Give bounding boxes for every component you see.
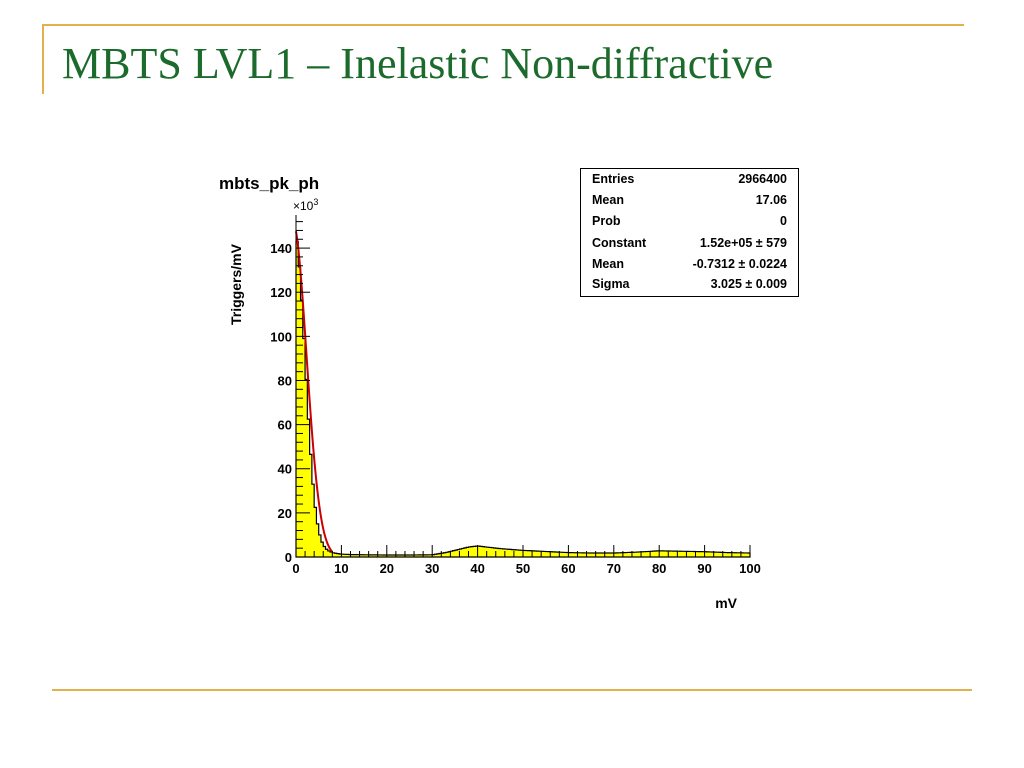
top-divider <box>42 24 964 26</box>
x-tick-label: 20 <box>380 561 394 576</box>
x-tick-label: 0 <box>292 561 299 576</box>
x-tick-label: 70 <box>607 561 621 576</box>
stats-value: 17.06 <box>755 193 787 207</box>
y-tick-label: 40 <box>278 462 292 477</box>
stats-value: 1.52e+05 ± 579 <box>699 236 787 250</box>
x-tick-label: 100 <box>739 561 761 576</box>
stats-row-prob: Prob 0 <box>592 214 787 232</box>
stats-key: Mean <box>592 193 624 207</box>
stats-key: Mean <box>592 257 624 271</box>
stats-value: 2966400 <box>738 172 787 186</box>
y-tick-label: 60 <box>278 418 292 433</box>
x-tick-label: 60 <box>561 561 575 576</box>
y-tick-label: 100 <box>270 329 292 344</box>
x-tick-label: 30 <box>425 561 439 576</box>
stats-key: Sigma <box>592 277 630 291</box>
x-tick-label: 90 <box>697 561 711 576</box>
stats-row-entries: Entries 2966400 <box>592 172 787 190</box>
y-tick-label: 140 <box>270 241 292 256</box>
y-multiplier-label: ×103 <box>293 197 318 213</box>
y-tick-label: 120 <box>270 285 292 300</box>
stats-key: Constant <box>592 236 647 250</box>
chart-title: mbts_pk_ph <box>219 174 319 193</box>
stats-value: -0.7312 ± 0.0224 <box>692 257 787 271</box>
stats-row-sigma: Sigma 3.025 ± 0.009 <box>592 277 787 295</box>
x-tick-label: 10 <box>334 561 348 576</box>
x-tick-label: 80 <box>652 561 666 576</box>
stats-key: Entries <box>592 172 635 186</box>
x-axis-label: mV <box>715 595 737 611</box>
stats-row-mean: Mean 17.06 <box>592 193 787 211</box>
gaussian-fit-line <box>295 231 334 553</box>
title-accent-bar <box>42 24 44 94</box>
y-tick-label: 20 <box>278 506 292 521</box>
y-tick-label: 80 <box>278 373 292 388</box>
stats-row-constant: Constant 1.52e+05 ± 579 <box>592 236 787 254</box>
y-tick-label: 0 <box>285 550 292 565</box>
x-tick-label: 50 <box>516 561 530 576</box>
slide-title: MBTS LVL1 – Inelastic Non-diffractive <box>62 39 774 88</box>
bottom-divider <box>52 689 972 691</box>
stats-row-fit-mean: Mean -0.7312 ± 0.0224 <box>592 257 787 275</box>
stats-box: Entries 2966400 Mean 17.06 Prob 0 Consta… <box>580 168 799 297</box>
stats-key: Prob <box>592 214 621 228</box>
stats-value: 0 <box>780 214 787 228</box>
y-axis-label: Triggers/mV <box>228 243 244 325</box>
stats-value: 3.025 ± 0.009 <box>710 277 787 291</box>
x-tick-label: 40 <box>470 561 484 576</box>
